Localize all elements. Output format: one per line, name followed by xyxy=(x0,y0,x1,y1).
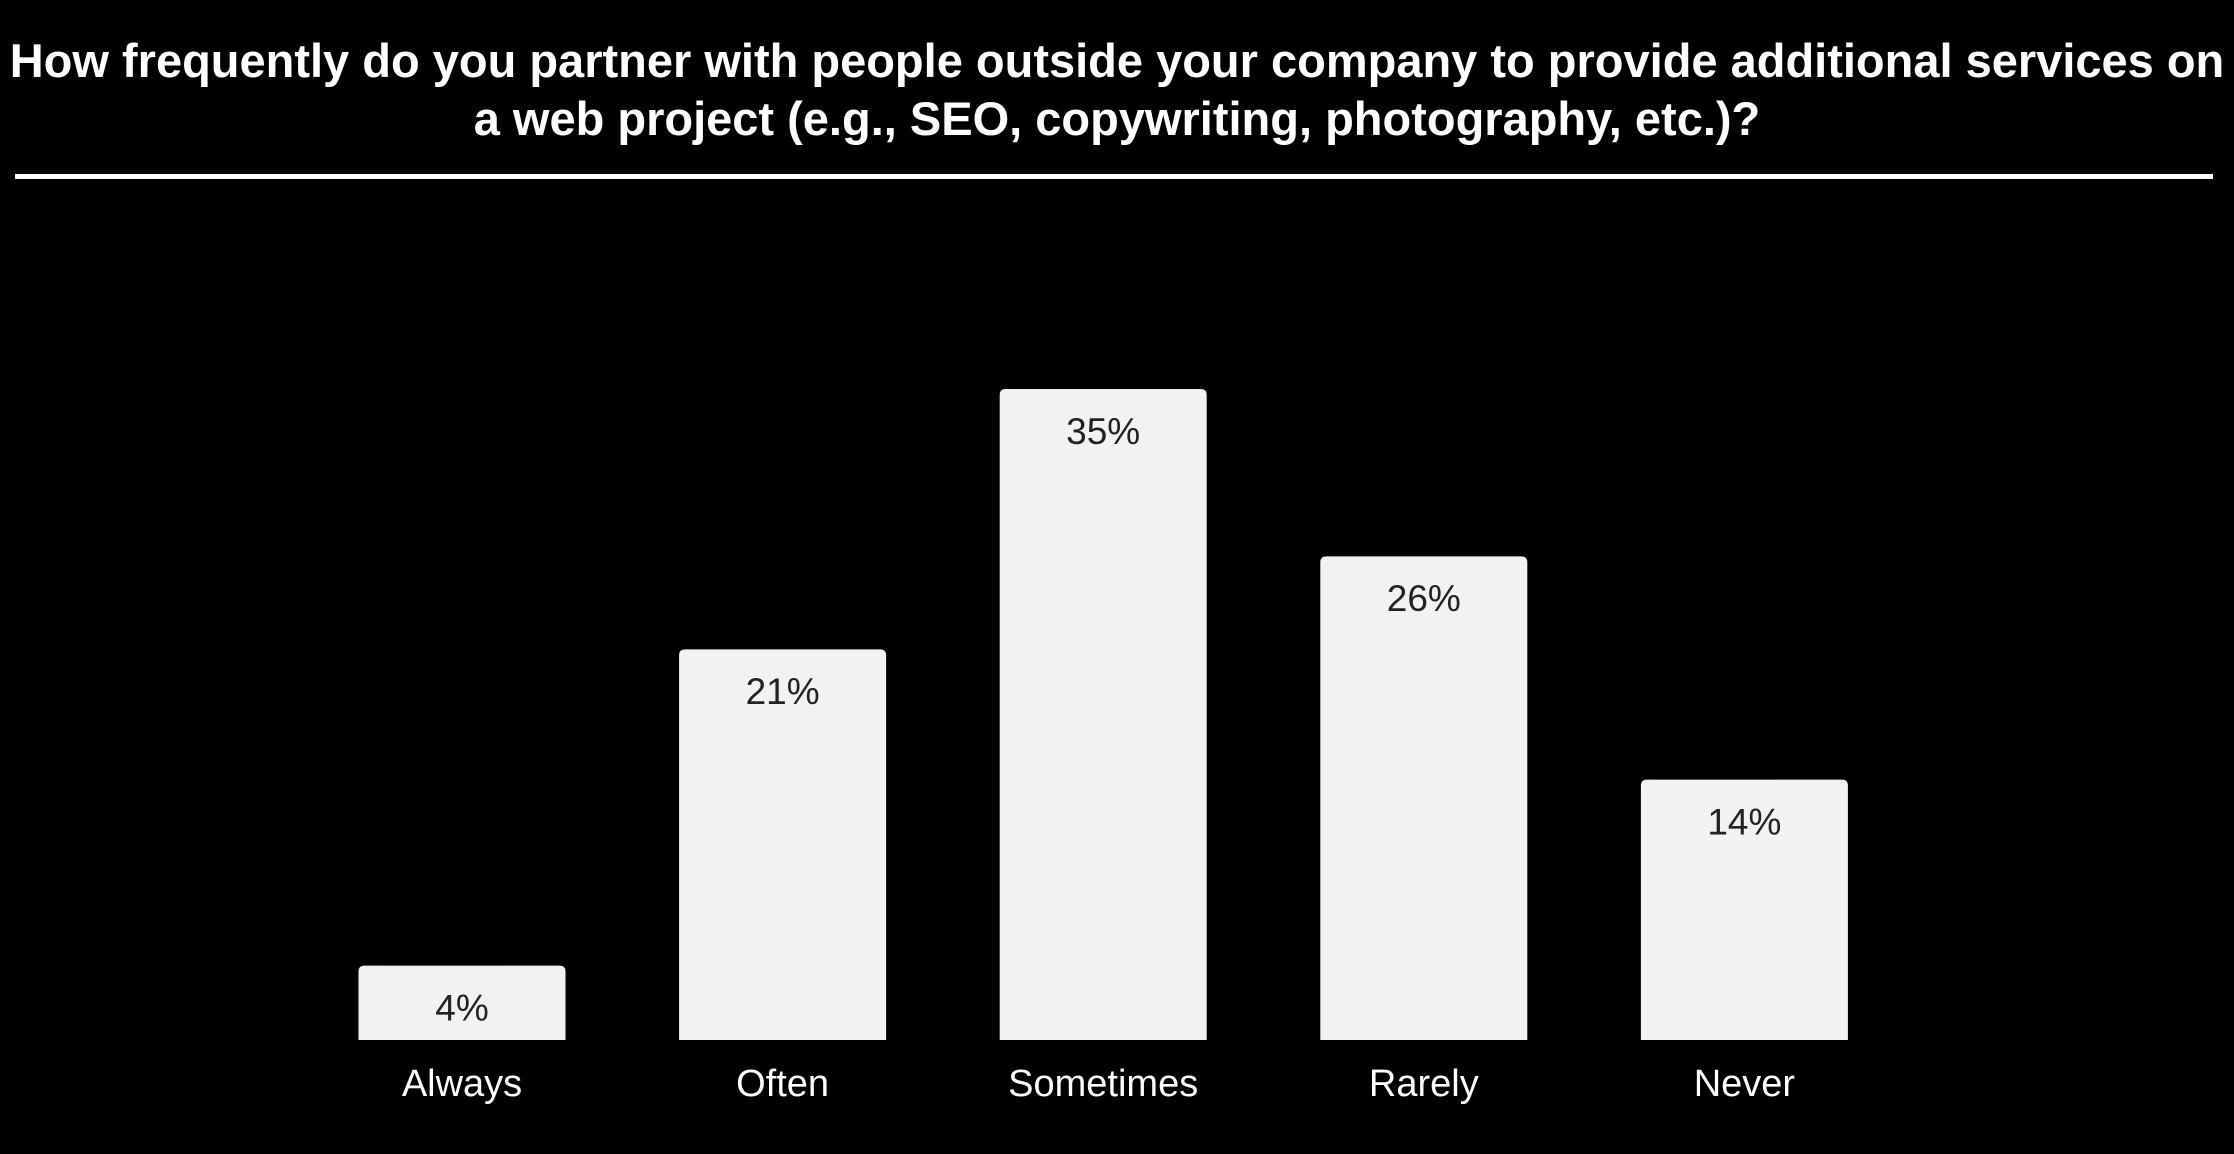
bar xyxy=(1640,779,1848,1040)
x-tick-label: Never xyxy=(1694,1063,1796,1105)
value-label: 26% xyxy=(1387,578,1461,619)
x-tick-label: Sometimes xyxy=(1008,1063,1198,1105)
value-label: 4% xyxy=(435,987,488,1028)
bar xyxy=(358,965,566,1040)
value-label: 21% xyxy=(746,671,820,712)
x-tick-label: Always xyxy=(402,1063,522,1105)
value-label: 35% xyxy=(1066,411,1140,452)
x-tick-label: Rarely xyxy=(1369,1063,1479,1105)
bar xyxy=(679,649,887,1040)
value-label: 14% xyxy=(1707,801,1781,842)
chart-title: How frequently do you partner with peopl… xyxy=(9,34,2225,145)
bar xyxy=(1320,556,1528,1040)
x-tick-label: Often xyxy=(736,1063,829,1105)
bar xyxy=(999,389,1207,1040)
title-rule xyxy=(15,174,2213,179)
